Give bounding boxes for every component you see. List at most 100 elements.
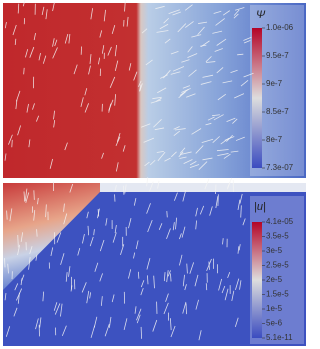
arrow (4, 292, 7, 301)
arrow (191, 34, 202, 38)
arrow (23, 191, 26, 202)
arrow (181, 59, 190, 63)
arrow (63, 203, 65, 212)
arrow (124, 184, 127, 194)
arrow (105, 218, 108, 226)
arrow (155, 5, 165, 10)
arrow (215, 184, 217, 195)
arrow (146, 177, 149, 187)
arrow (178, 233, 182, 240)
arrow (17, 244, 21, 256)
arrow (53, 302, 58, 311)
arrow (235, 7, 245, 11)
arrow (223, 153, 231, 159)
arrow (49, 158, 54, 169)
arrow (128, 63, 132, 71)
colorbar-label: 1e-5 (266, 304, 283, 313)
arrow (163, 302, 169, 315)
arrow (158, 223, 163, 230)
arrow (202, 74, 214, 78)
arrow (212, 136, 220, 143)
arrow (124, 0, 126, 12)
arrow (9, 208, 13, 222)
arrow (42, 55, 47, 64)
arrow (134, 306, 137, 314)
arrow (22, 0, 26, 7)
arrow (222, 10, 231, 16)
arrow (25, 192, 30, 203)
arrow (226, 181, 231, 190)
colorbar-label: 9e-7 (266, 79, 283, 88)
colorbar-label: 8e-7 (266, 135, 283, 144)
arrow (112, 232, 117, 243)
arrow (86, 211, 89, 219)
arrow (80, 97, 84, 107)
arrow (52, 47, 58, 59)
arrow (35, 318, 39, 330)
arrow (14, 38, 17, 45)
arrow (128, 269, 132, 279)
arrow (25, 49, 29, 58)
arrow (156, 30, 169, 33)
arrow (153, 275, 155, 289)
arrow (184, 284, 187, 291)
arrow (189, 161, 197, 166)
arrow (60, 253, 65, 265)
arrow (21, 274, 25, 282)
arrow (182, 190, 187, 202)
arrow (140, 280, 145, 288)
arrow (221, 285, 226, 294)
arrow (182, 301, 187, 314)
arrow (166, 228, 171, 239)
arrow (139, 83, 143, 92)
arrow (239, 280, 242, 290)
arrow (216, 67, 224, 74)
arrow (237, 199, 241, 211)
arrow (198, 161, 208, 170)
arrow (20, 232, 24, 242)
arrow (157, 151, 166, 162)
arrow (218, 278, 223, 291)
arrow (56, 232, 62, 243)
arrow (200, 81, 212, 85)
arrow (181, 226, 186, 238)
arrow (234, 93, 245, 99)
arrow (136, 314, 141, 324)
arrow (115, 136, 121, 147)
arrow (150, 99, 162, 104)
arrow (187, 46, 193, 53)
arrow (146, 203, 151, 214)
arrow (86, 290, 90, 304)
arrow (14, 283, 19, 291)
arrow (179, 147, 186, 154)
arrow (17, 125, 21, 136)
arrow (149, 181, 154, 192)
arrow (16, 288, 23, 301)
arrow (84, 88, 88, 96)
arrow (197, 26, 205, 36)
arrow (224, 288, 229, 301)
arrow (120, 244, 125, 256)
arrow (212, 114, 220, 117)
arrow (90, 8, 94, 20)
arrow (5, 326, 11, 337)
arrow (195, 220, 197, 230)
arrow (217, 153, 229, 157)
arrow (138, 80, 142, 87)
arrow (172, 66, 185, 72)
field-upper (3, 183, 306, 290)
arrow (182, 85, 190, 89)
arrow (206, 258, 212, 271)
arrow (111, 25, 116, 35)
arrow (237, 53, 244, 56)
arrow (123, 318, 128, 330)
arrow (45, 9, 48, 20)
colorbar-label: 1.5e-5 (266, 290, 289, 299)
arrow (108, 316, 112, 328)
arrow (109, 76, 116, 88)
arrow (227, 271, 231, 279)
arrow (212, 30, 223, 34)
arrow (7, 263, 9, 274)
arrow (239, 193, 243, 204)
arrow (240, 205, 242, 218)
